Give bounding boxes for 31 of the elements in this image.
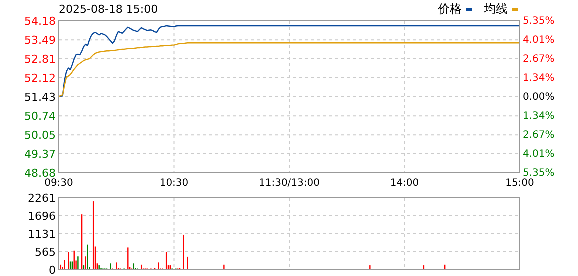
legend-label: 均线 xyxy=(483,2,508,16)
y-tick-label: 48.68 xyxy=(24,167,56,180)
y2-tick-label: 1.34% xyxy=(523,111,555,122)
y2-tick-label: 1.34% xyxy=(523,72,555,84)
y-tick-label: 1131 xyxy=(28,228,56,241)
y2-tick-label: 2.67% xyxy=(523,130,555,141)
y-tick-label: 52.81 xyxy=(24,52,56,66)
y-tick-label: 49.37 xyxy=(24,148,56,161)
y-tick-label: 565 xyxy=(35,246,56,260)
x-tick-label: 09:30 xyxy=(44,178,74,189)
x-tick-label: 11:30/13:00 xyxy=(258,178,320,189)
x-tick-label: 15:00 xyxy=(506,178,534,189)
y-tick-label: 50.05 xyxy=(24,129,56,142)
y2-tick-label: 2.67% xyxy=(523,54,555,66)
y-tick-label: 53.49 xyxy=(24,34,56,48)
y-tick-label: 2261 xyxy=(28,192,56,205)
x-tick-label: 10:30 xyxy=(160,178,189,189)
y2-tick-label: 4.01% xyxy=(523,35,555,46)
y2-tick-label: 5.35% xyxy=(523,16,555,27)
y-tick-label: 54.18 xyxy=(24,15,56,28)
x-tick-label: 14:00 xyxy=(390,178,420,189)
y2-tick-label: 0.00% xyxy=(523,92,555,103)
y-tick-label: 1696 xyxy=(28,210,56,223)
legend-label: 价格 xyxy=(437,2,462,16)
y-tick-label: 50.74 xyxy=(24,110,56,124)
y2-tick-label: 4.01% xyxy=(523,148,555,160)
y-tick-label: 52.12 xyxy=(24,72,56,85)
y-tick-label: 51.43 xyxy=(24,91,56,104)
chart-title: 2025-08-18 15:00 xyxy=(59,3,158,16)
y2-tick-label: 5.35% xyxy=(523,168,555,179)
y-tick-label: 0 xyxy=(49,264,56,276)
